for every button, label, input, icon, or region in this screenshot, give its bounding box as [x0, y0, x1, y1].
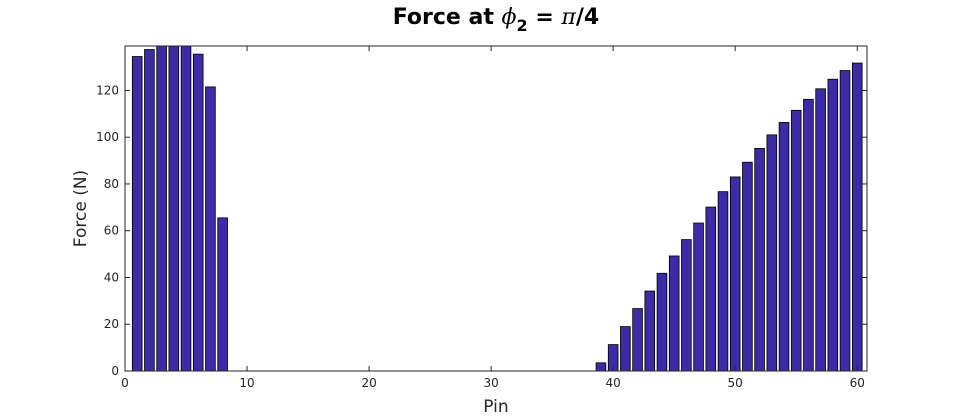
- y-tick-label-60: 60: [104, 224, 119, 238]
- bar-pin-7: [205, 86, 216, 372]
- x-tick-label-20: 20: [361, 376, 376, 390]
- title-subscript: 2: [517, 16, 528, 35]
- y-axis-label: Force (N): [71, 170, 91, 247]
- bar-pin-57: [815, 88, 826, 372]
- bar-pin-43: [644, 290, 656, 372]
- title-prefix: Force at: [393, 5, 502, 30]
- bar-pin-59: [839, 70, 851, 372]
- y-tick-label-120: 120: [96, 83, 119, 97]
- bar-pin-53: [766, 134, 778, 372]
- bar-pin-47: [693, 222, 704, 372]
- bar-pin-2: [144, 49, 155, 372]
- y-tick-label-100: 100: [96, 130, 119, 144]
- y-tick-label-20: 20: [104, 317, 119, 331]
- bar-pin-5: [180, 45, 192, 372]
- bar-pin-49: [717, 191, 729, 372]
- title-phi-symbol: ϕ: [502, 5, 517, 30]
- title-suffix: /4: [576, 5, 599, 30]
- chart-title: Force at ϕ2 = π/4: [393, 5, 599, 35]
- bar-pin-45: [668, 255, 680, 372]
- bar-pin-4: [168, 45, 180, 372]
- plot-area-frame: [124, 45, 868, 372]
- bar-pin-6: [192, 53, 204, 372]
- bar-pin-60: [851, 62, 863, 372]
- bar-pin-46: [681, 239, 692, 372]
- bar-pin-48: [705, 206, 717, 372]
- bar-series: [131, 45, 863, 372]
- bar-pin-58: [827, 78, 839, 372]
- bar-pin-51: [742, 161, 753, 372]
- bar-pin-1: [131, 56, 143, 372]
- title-equals: =: [528, 5, 562, 30]
- bar-pin-39: [595, 362, 607, 372]
- bar-pin-54: [778, 122, 790, 372]
- x-tick-label-0: 0: [121, 376, 129, 390]
- x-tick-label-40: 40: [606, 376, 621, 390]
- x-tick-label-30: 30: [483, 376, 498, 390]
- bar-pin-41: [620, 326, 631, 372]
- bar-pin-56: [803, 98, 814, 372]
- bar-pin-44: [656, 272, 668, 372]
- title-pi-symbol: π: [560, 5, 576, 30]
- x-tick-label-60: 60: [850, 376, 865, 390]
- bar-pin-55: [790, 109, 802, 372]
- x-tick-label-50: 50: [728, 376, 743, 390]
- y-tick-label-80: 80: [104, 177, 119, 191]
- y-tick-label-40: 40: [104, 270, 119, 284]
- bar-pin-3: [156, 45, 167, 372]
- bar-pin-52: [754, 148, 765, 372]
- axis-ticks: 0 10 20 30 40 50 60 0 20 40 60 80 100 120: [96, 46, 867, 390]
- x-tick-label-10: 10: [239, 376, 254, 390]
- bar-pin-42: [632, 308, 643, 372]
- bar-pin-8: [217, 217, 228, 372]
- y-tick-label-0: 0: [111, 364, 119, 378]
- bar-pin-50: [729, 176, 741, 372]
- x-axis-label: Pin: [483, 397, 508, 417]
